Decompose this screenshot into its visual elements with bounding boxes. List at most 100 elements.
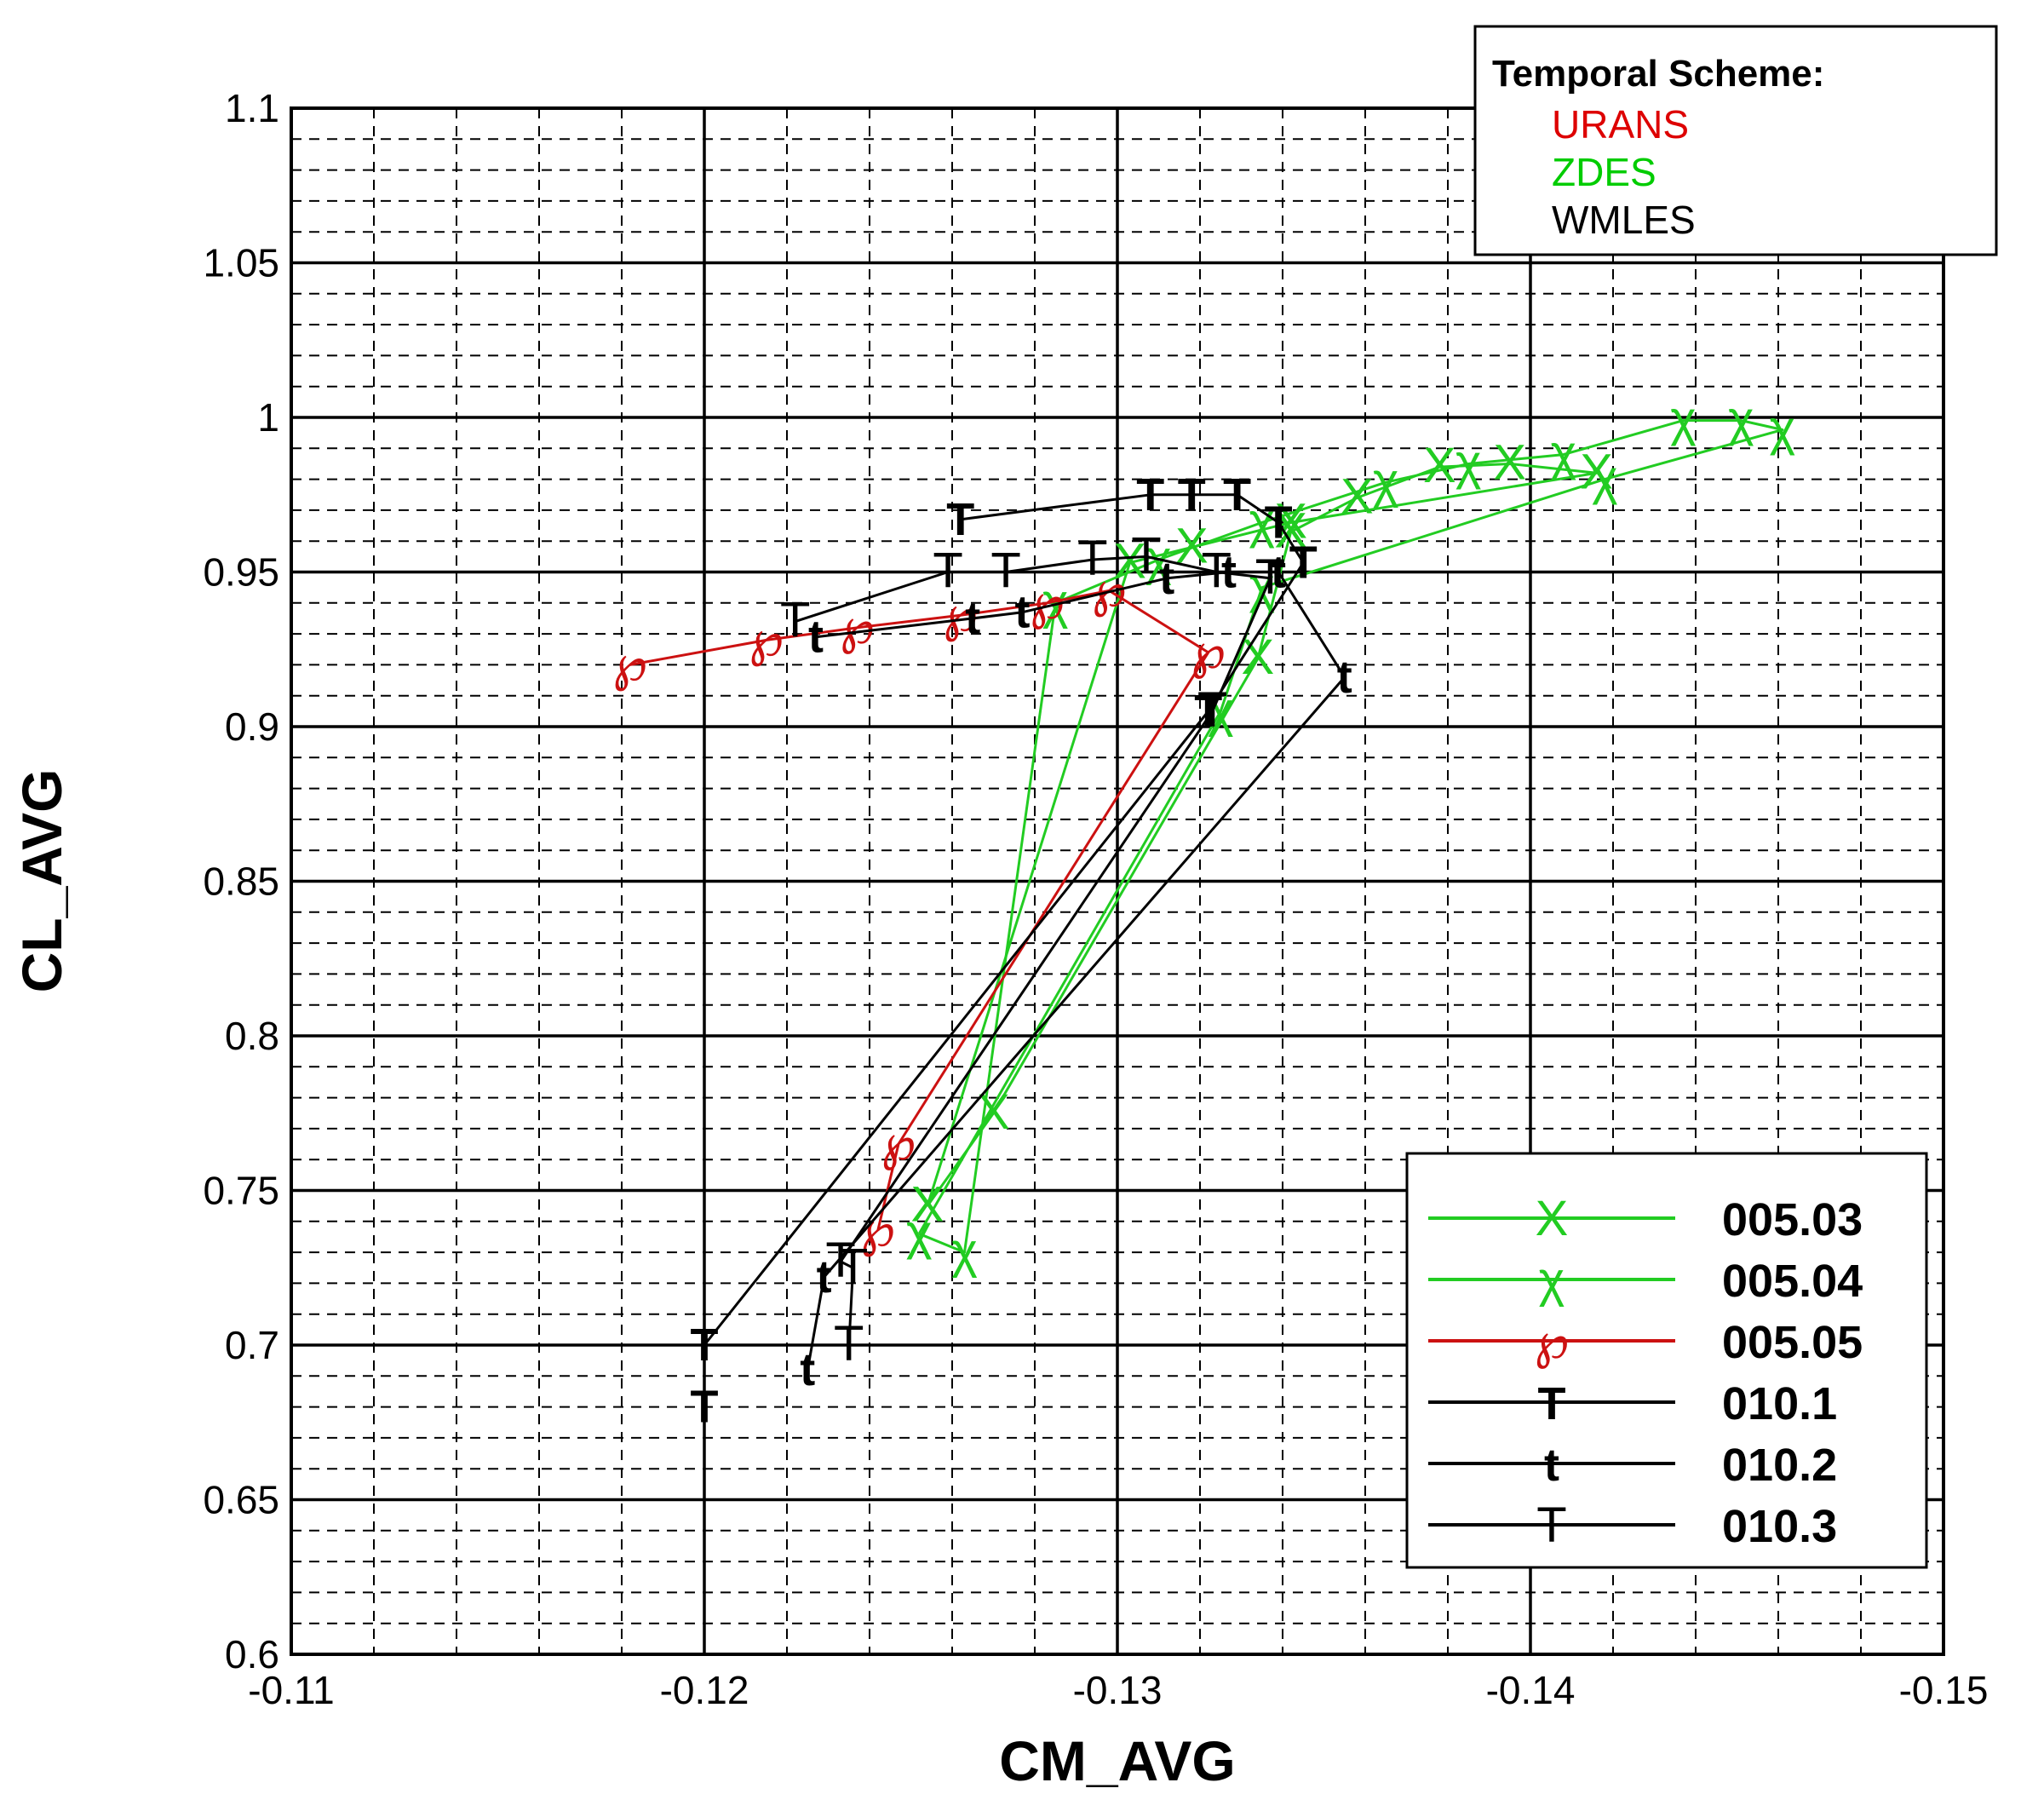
series-point: X [1113, 534, 1146, 589]
x-tick-label: -0.13 [1073, 1668, 1163, 1712]
y-tick-label: 1.05 [203, 241, 279, 285]
scheme-item-urans: URANS [1552, 102, 1689, 147]
series-point: ℘ [943, 586, 977, 641]
series-point: T [825, 1233, 855, 1288]
series-point: t [1159, 553, 1174, 604]
series-point: T [990, 543, 1020, 599]
y-tick-label: 0.7 [225, 1323, 279, 1367]
y-tick-label: 0.6 [225, 1632, 279, 1676]
legend-entry-005.05: ℘ 005.05 [1428, 1314, 1863, 1369]
legend-label: 005.05 [1722, 1317, 1863, 1368]
series-point: ℘ [1191, 624, 1225, 679]
legend-symbol: χ [1539, 1252, 1565, 1308]
series-line [703, 493, 1305, 1407]
y-tick-label: 0.95 [203, 550, 279, 595]
series-point: T [1255, 549, 1285, 605]
series-point: χ [1455, 434, 1481, 490]
scheme-legend: Temporal Scheme: URANS ZDES WMLES [1473, 25, 1998, 256]
series-point: T [1077, 531, 1107, 586]
series-point: ℘ [881, 1115, 916, 1170]
legend-symbol: T [1536, 1498, 1566, 1553]
legend-label: 005.03 [1722, 1194, 1863, 1245]
series-line [629, 589, 1210, 1232]
series-point: t [1337, 652, 1352, 703]
series-point: t [1014, 587, 1030, 638]
y-tick-label: 1.1 [225, 86, 279, 130]
x-axis-title: CM_AVG [999, 1729, 1235, 1792]
y-tick-label: 0.65 [203, 1478, 279, 1522]
series-point: ℘ [1030, 574, 1064, 630]
series-point: χ [1551, 426, 1576, 481]
scheme-item-wmles: WMLES [1552, 198, 1696, 242]
series-point: X [1423, 438, 1456, 493]
series-005.05: ℘ ℘ ℘ ℘ ℘ ℘℘℘℘ [612, 561, 1225, 1256]
series-point: t [965, 593, 980, 644]
series-point: ℘ [840, 599, 874, 654]
scheme-item-zdes: ZDES [1552, 150, 1656, 194]
legend-label: 010.3 [1722, 1501, 1837, 1552]
series-point: ℘ [612, 635, 646, 691]
y-tick-label: 0.75 [203, 1169, 279, 1213]
legend-label: 010.2 [1722, 1440, 1837, 1491]
series-legend-box [1405, 1152, 1928, 1569]
series-point: χ [1728, 392, 1754, 447]
series-point: t [817, 1251, 832, 1302]
legend-entry-005.03: X 005.03 [1428, 1191, 1863, 1246]
legend-symbol: T [1538, 1378, 1566, 1429]
series-point: χ [951, 1223, 977, 1279]
series-point: X [1580, 444, 1613, 499]
series-point: χ [1249, 559, 1275, 614]
series-line [926, 463, 1599, 1207]
y-tick-label: 1 [257, 395, 279, 440]
series-line [917, 419, 1784, 1254]
series-point: T [691, 1320, 719, 1371]
y-tick-label: 0.8 [225, 1014, 279, 1058]
series-point: X [911, 1177, 944, 1233]
series-point: χ [1770, 401, 1795, 457]
series-point: T [1194, 686, 1222, 737]
scheme-legend-title: Temporal Scheme: [1492, 53, 1824, 95]
x-tick-label: -0.12 [660, 1668, 749, 1712]
series-line [795, 555, 1272, 1346]
series-point: T [1202, 543, 1232, 599]
series-point: T [691, 1382, 719, 1433]
x-tick-label: -0.11 [248, 1668, 334, 1712]
series-point: T [1223, 469, 1251, 520]
y-axis-title: CL_AVG [10, 769, 73, 993]
series-point: χ [906, 1205, 932, 1260]
scheme-legend-box [1473, 25, 1998, 256]
legend-entry-010.1: T 010.1 [1428, 1378, 1837, 1429]
series-point: t [1221, 547, 1237, 598]
series-point: t [1271, 547, 1286, 598]
series-point: X [1242, 630, 1275, 685]
series-point: X [1274, 493, 1307, 549]
legend-symbol: X [1536, 1191, 1569, 1246]
series-point: T [946, 494, 974, 545]
series-point: T [780, 593, 810, 648]
series-point: χ [1670, 392, 1696, 447]
series-point: T [1178, 469, 1206, 520]
tick-labels: -0.11 -0.12 -0.13 -0.14 -0.15 0.6 0.65 0.7 0.75 0… [203, 86, 1988, 1712]
legend-entry-010.3: T 010.3 [1428, 1498, 1837, 1553]
series-point: χ [906, 1205, 932, 1260]
series-point: t [808, 612, 824, 663]
x-tick-label: -0.15 [1899, 1668, 1989, 1712]
series-point: χ [1373, 453, 1398, 509]
series-point: χ [1249, 493, 1275, 549]
series-point: T [1131, 527, 1161, 583]
y-tick-label: 0.9 [225, 704, 279, 749]
series-point: X [1493, 434, 1526, 490]
series-point: T [1289, 538, 1318, 589]
series-legend: X 005.03 χ 005.04 ℘ 005.05 T 010.1 t 010.2 T 010.3 [1405, 1152, 1928, 1569]
legend-symbol: ℘ [1535, 1314, 1569, 1369]
legend-entry-010.2: t 010.2 [1428, 1440, 1837, 1491]
y-tick-label: 0.85 [203, 860, 279, 904]
series-point: X [911, 1177, 944, 1233]
x-tick-label: -0.14 [1486, 1668, 1576, 1712]
